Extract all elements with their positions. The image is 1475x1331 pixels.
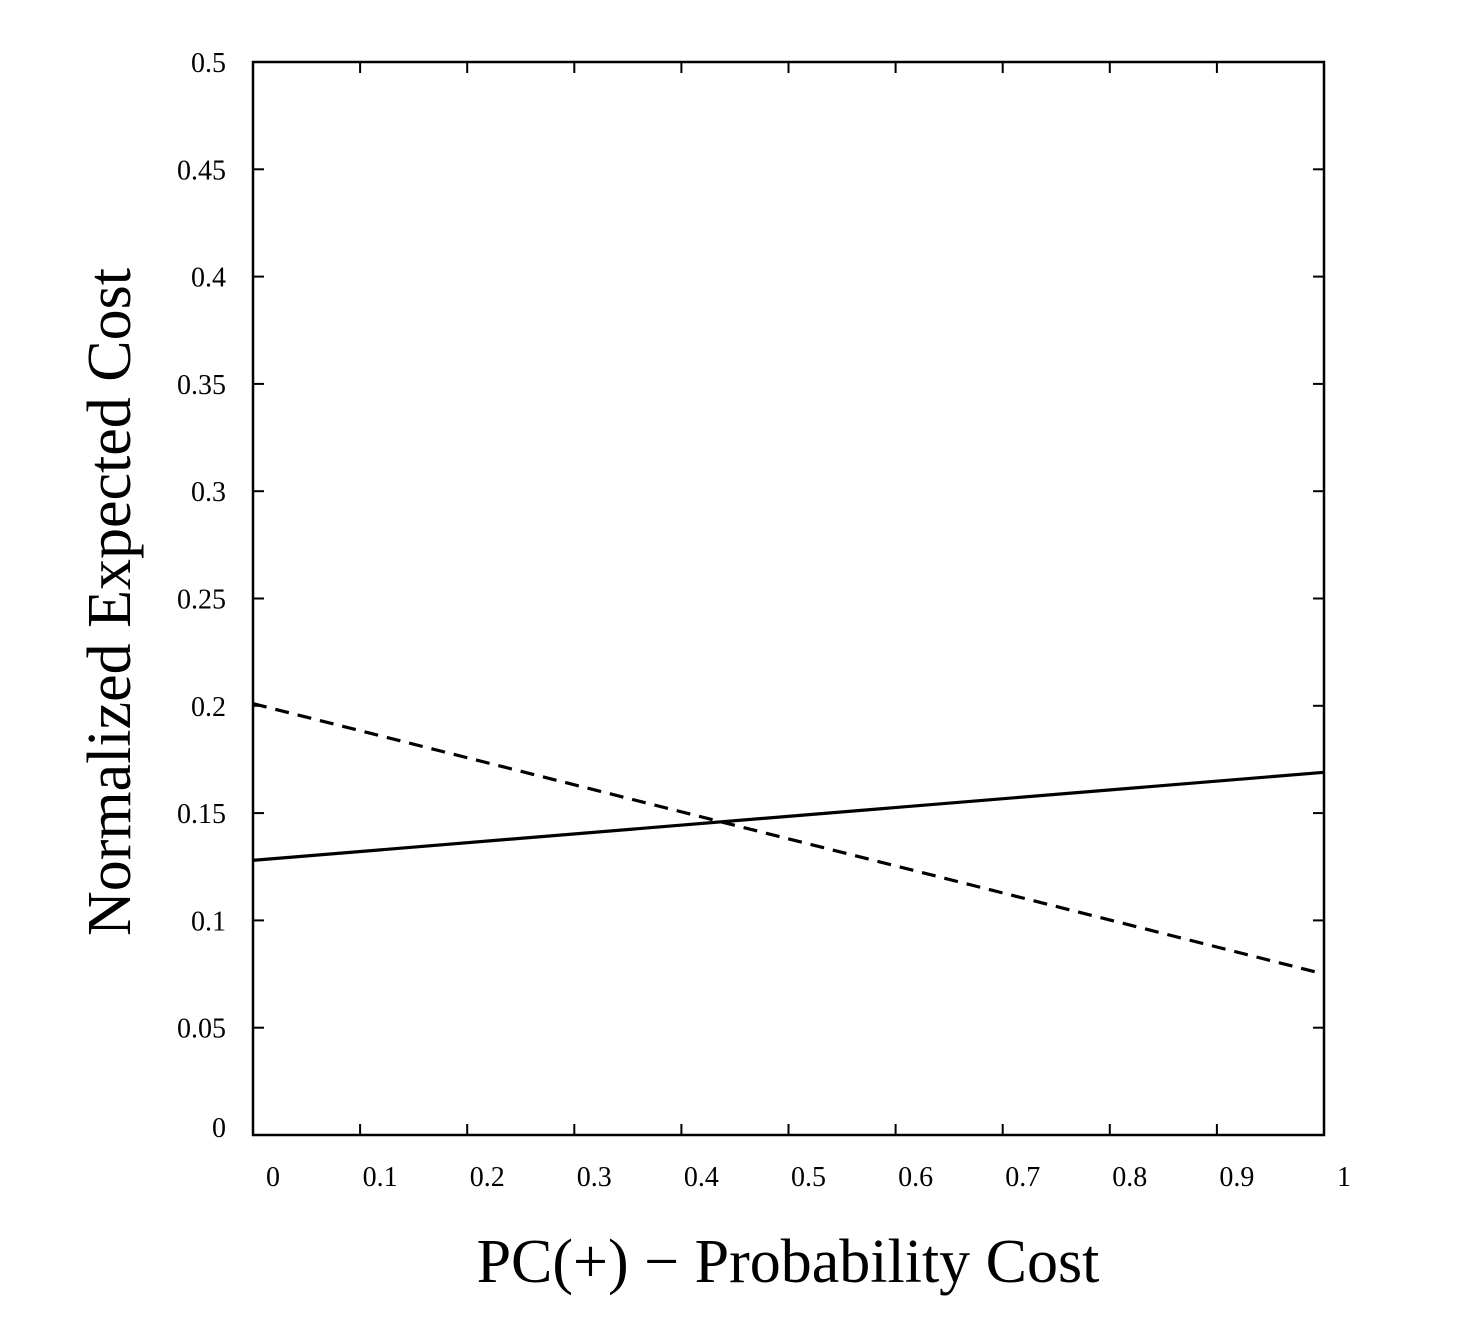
y-axis-label: Normalized Expected Cost — [76, 268, 144, 936]
x-tick-label: 0.9 — [1219, 1162, 1254, 1193]
y-tick-label: 0 — [212, 1113, 226, 1144]
y-tick-label: 0.05 — [177, 1014, 226, 1045]
y-tick-label: 0.4 — [191, 263, 226, 294]
y-tick-label: 0.1 — [191, 906, 226, 937]
marks-layer — [252, 702, 1325, 976]
x-tick-label: 0.1 — [363, 1162, 398, 1193]
x-axis-label: PC(+) − Probability Cost — [477, 1228, 1100, 1296]
y-tick-label: 0.3 — [191, 477, 226, 508]
x-tick-label: 0.3 — [577, 1162, 612, 1193]
y-tick-label: 0.35 — [177, 370, 226, 401]
y-tick-label: 0.45 — [177, 155, 226, 186]
y-tick-label: 0.2 — [191, 692, 226, 723]
y-tick-label: 0.25 — [177, 585, 226, 616]
x-tick-label: 0.5 — [791, 1162, 826, 1193]
series-line-solid — [252, 770, 1325, 862]
x-tick-label: 1 — [1337, 1162, 1351, 1193]
x-tick-label: 0.8 — [1112, 1162, 1147, 1193]
ticks-layer: 0 0.1 0.2 0.3 0.4 0.5 0.6 0.7 0.8 0.9 1 0 0.05 0.1 0.1… — [177, 48, 1351, 1193]
plot-frame — [251, 60, 1326, 1137]
x-tick-label: 0.4 — [684, 1162, 719, 1193]
x-tick-label: 0.6 — [898, 1162, 933, 1193]
x-tick-label: 0.7 — [1005, 1162, 1040, 1193]
x-tick-label: 0.2 — [470, 1162, 505, 1193]
series-line-dashed — [252, 702, 1325, 976]
x-tick-label: 0 — [266, 1162, 280, 1193]
y-tick-label: 0.15 — [177, 799, 226, 830]
y-tick-label: 0.5 — [191, 48, 226, 79]
